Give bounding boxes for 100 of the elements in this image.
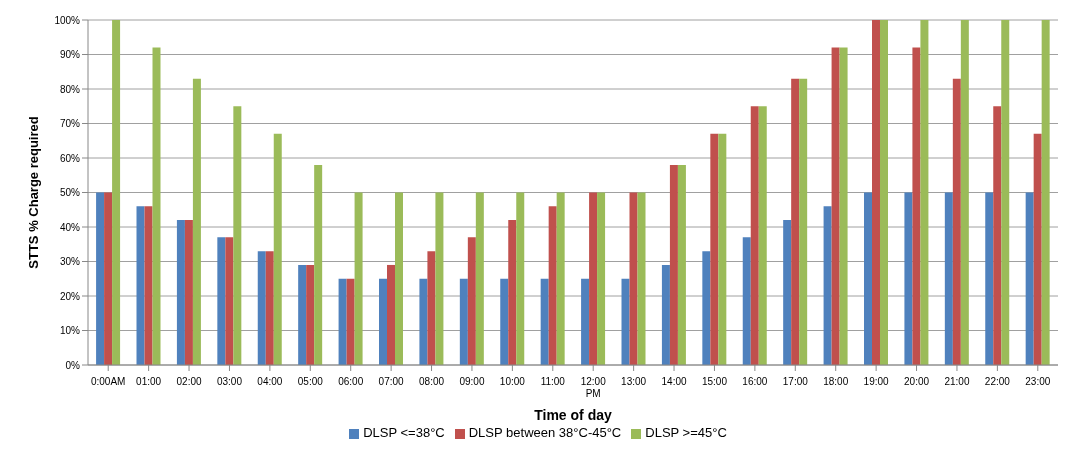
x-tick-label: 14:00 xyxy=(661,376,687,387)
bar xyxy=(621,278,630,365)
bar xyxy=(217,237,226,365)
bar xyxy=(338,278,347,365)
bar xyxy=(831,47,840,365)
y-tick-label: 80% xyxy=(59,83,81,95)
bar xyxy=(306,264,315,365)
bar xyxy=(629,192,638,365)
bar xyxy=(96,192,105,365)
bar xyxy=(467,237,476,365)
bar xyxy=(799,78,808,365)
y-tick-label: 20% xyxy=(59,290,81,302)
bar xyxy=(597,192,606,365)
bar xyxy=(225,237,234,365)
bar xyxy=(742,237,751,365)
x-tick-label: 02:00 xyxy=(176,376,202,387)
legend-label: DLSP between 38°C-45°C xyxy=(468,425,622,440)
legend-label: DLSP <=38°C xyxy=(363,425,445,440)
x-tick-label: 11:00 xyxy=(540,376,566,387)
bar xyxy=(710,133,719,365)
y-tick-label: 90% xyxy=(59,49,81,61)
x-tick-label: 0:00AM xyxy=(90,376,126,387)
bar xyxy=(136,206,145,365)
bar xyxy=(233,106,242,365)
bar xyxy=(273,133,282,365)
y-tick-label: 50% xyxy=(59,187,81,199)
bar xyxy=(904,192,913,365)
bar xyxy=(758,106,767,365)
x-tick-label: 03:00 xyxy=(216,376,243,387)
bar xyxy=(387,264,395,365)
bar xyxy=(880,20,888,365)
y-tick-label: 40% xyxy=(59,221,81,233)
bar xyxy=(589,192,598,365)
x-tick-label: 17:00 xyxy=(782,376,809,387)
bar xyxy=(354,192,363,365)
bar xyxy=(669,164,678,365)
y-tick-label: 70% xyxy=(59,118,81,130)
bar xyxy=(265,251,274,365)
bar xyxy=(548,206,557,365)
bar xyxy=(1041,20,1050,365)
x-tick-label: 01:00 xyxy=(136,376,162,387)
bar xyxy=(144,206,153,365)
bar xyxy=(184,220,193,365)
bar xyxy=(395,192,403,365)
x-tick-label: 07:00 xyxy=(378,376,405,387)
bar xyxy=(1025,192,1034,365)
bar xyxy=(346,278,355,365)
x-tick-label: 04:00 xyxy=(257,376,283,387)
bar xyxy=(257,251,266,365)
bar xyxy=(993,106,1002,365)
x-tick-label: 20:00 xyxy=(904,376,930,387)
bar xyxy=(1033,133,1042,365)
bar xyxy=(661,264,670,365)
x-tick-label: 05:00 xyxy=(297,376,324,387)
bar xyxy=(500,278,509,365)
bar xyxy=(702,251,711,365)
bar xyxy=(379,278,387,365)
bar xyxy=(435,192,444,365)
bar xyxy=(912,47,921,365)
x-tick-label: 23:00 xyxy=(1025,376,1051,387)
y-tick-label: 100% xyxy=(54,14,81,26)
bar xyxy=(944,192,953,365)
x-tick-label: 19:00 xyxy=(863,376,890,387)
bar xyxy=(718,133,727,365)
y-tick-label: 10% xyxy=(59,325,81,337)
bar xyxy=(556,192,565,365)
x-tick-label: 16:00 xyxy=(742,376,768,387)
x-tick-label: 09:00 xyxy=(459,376,485,387)
y-tick-label: 30% xyxy=(59,256,81,268)
bar xyxy=(104,192,113,365)
bar xyxy=(985,192,994,365)
x-tick-label: 15:00 xyxy=(701,376,728,387)
bar xyxy=(314,164,323,365)
bar xyxy=(637,192,646,365)
x-tick-label: 18:00 xyxy=(823,376,849,387)
bar xyxy=(192,78,201,365)
bar xyxy=(750,106,759,365)
bar xyxy=(298,264,307,365)
bar xyxy=(677,164,686,365)
x-tick-label: 22:00 xyxy=(984,376,1011,387)
bar xyxy=(783,220,792,365)
x-axis-title: Time of day xyxy=(534,407,612,423)
bar xyxy=(152,47,161,365)
y-tick-label: 60% xyxy=(59,152,81,164)
bar xyxy=(459,278,468,365)
y-axis-title: STTS % Charge required xyxy=(25,116,41,269)
x-tick-label: 21:00 xyxy=(944,376,970,387)
x-tick-label: 13:00 xyxy=(621,376,647,387)
x-tick-label: 12:00 PM xyxy=(580,376,607,399)
bar xyxy=(1001,20,1010,365)
bar xyxy=(839,47,848,365)
x-tick-label: 10:00 xyxy=(499,376,526,387)
bar xyxy=(864,192,872,365)
bar xyxy=(823,206,832,365)
x-tick-label: 08:00 xyxy=(419,376,445,387)
bar xyxy=(920,20,929,365)
bar xyxy=(475,192,484,365)
bar xyxy=(952,78,961,365)
y-tick-label: 0% xyxy=(65,359,81,371)
bar xyxy=(112,20,121,365)
